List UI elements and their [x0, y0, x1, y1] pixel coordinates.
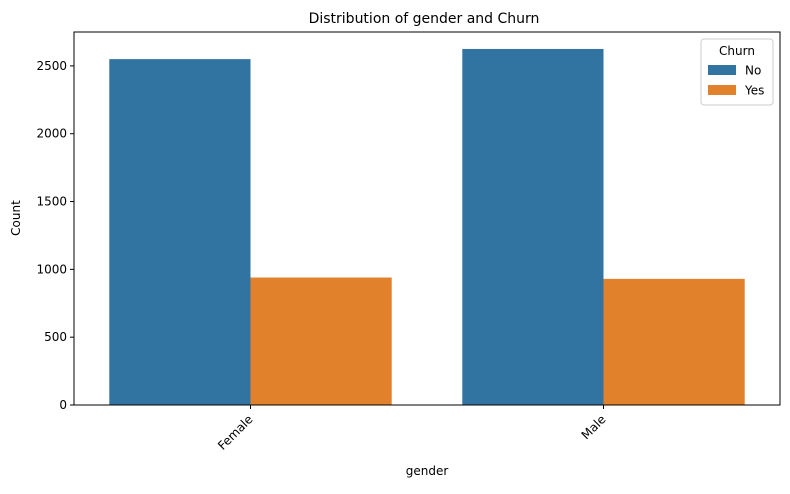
legend-swatch-yes [708, 85, 736, 95]
legend-label-no: No [745, 64, 761, 78]
y-tick-label: 1500 [36, 195, 67, 209]
x-tick-label-female: Female [215, 412, 256, 453]
legend-swatch-no [708, 65, 736, 75]
legend-items: No Yes [708, 64, 764, 98]
y-tick-label: 1000 [36, 262, 67, 276]
y-tick-label: 500 [44, 330, 67, 344]
bar-no-female [109, 59, 251, 405]
legend-label-yes: Yes [744, 84, 764, 98]
x-tick-label-male: Male [579, 412, 609, 442]
y-tick-label: 2500 [36, 59, 67, 73]
bar-yes-male [603, 278, 745, 405]
y-tick-label: 0 [59, 398, 67, 412]
bar-no-male [462, 48, 604, 405]
y-axis-label: Count [9, 200, 23, 236]
legend-title: Churn [719, 44, 755, 58]
y-tick-label: 2000 [36, 127, 67, 141]
bar-yes-female [250, 277, 392, 405]
x-axis-label: gender [406, 464, 449, 478]
legend: Churn No Yes [700, 38, 774, 106]
chart-title: Distribution of gender and Churn [309, 11, 540, 27]
bars-layer [109, 48, 745, 405]
x-axis: Female Male [215, 405, 609, 453]
plot-frame [73, 31, 781, 406]
y-axis: 0 500 1000 1500 2000 2500 [36, 59, 74, 412]
